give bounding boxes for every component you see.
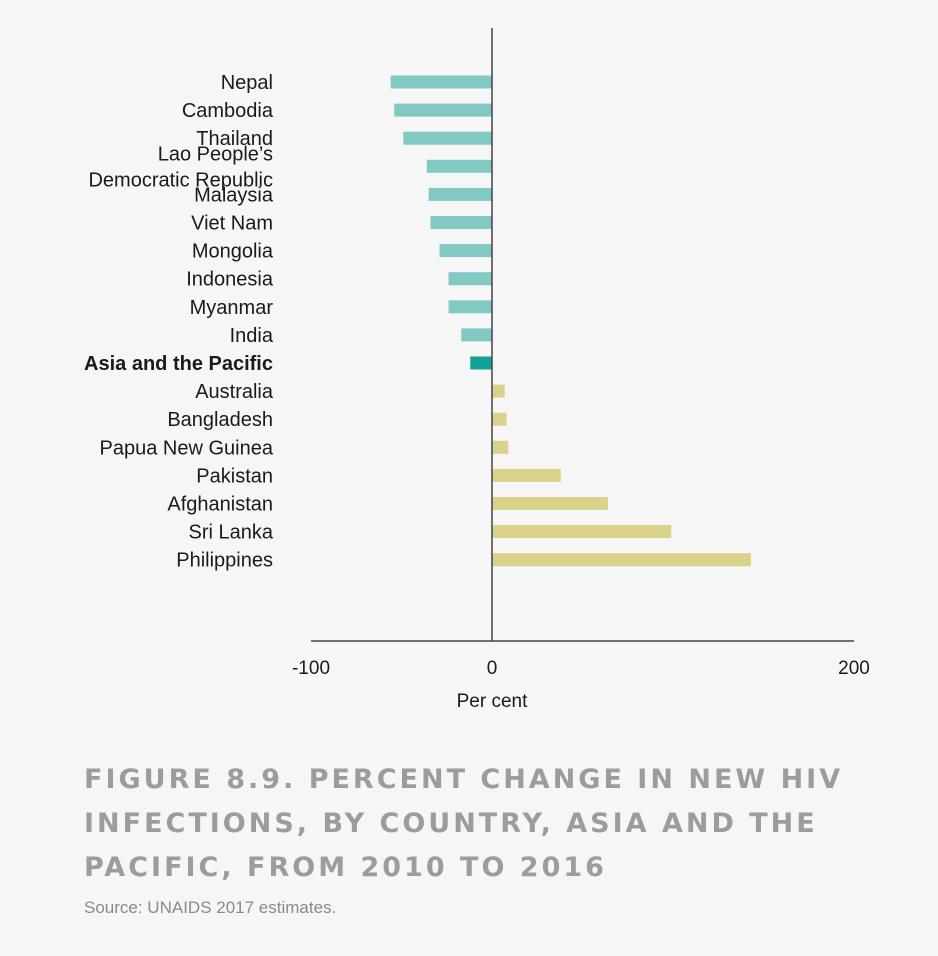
bar-papua-new-guinea [492, 440, 509, 454]
label-line-2: Democratic Republic [88, 169, 273, 191]
bar-pakistan [492, 468, 561, 482]
label-australia: Australia [195, 381, 274, 403]
label-viet-nam: Viet Nam [191, 213, 273, 235]
x-tick-200: 200 [838, 658, 870, 679]
bar-myanmar [448, 300, 492, 314]
bar-bangladesh [492, 412, 507, 426]
label-indonesia: Indonesia [186, 269, 274, 291]
bar-nepal [390, 75, 492, 89]
bar-asia-and-the-pacific [470, 356, 492, 370]
bar-australia [492, 384, 505, 398]
label-bangladesh: Bangladesh [167, 409, 273, 431]
bar-viet-nam [430, 216, 492, 229]
label-line-1: Lao People’s [158, 143, 273, 165]
bar-afghanistan [492, 497, 608, 510]
label-nepal: Nepal [221, 72, 273, 94]
bar-philippines [492, 553, 751, 567]
bars-group [390, 75, 751, 567]
bar-mongolia [439, 244, 492, 258]
bar-lao-people-s-democratic-republic [426, 159, 492, 173]
label-sri-lanka: Sri Lanka [189, 522, 274, 544]
bar-malaysia [428, 187, 492, 201]
label-lao-people-s-democratic-republic: Lao People’s Democratic Republic [88, 143, 273, 191]
label-asia-and-the-pacific: Asia and the Pacific [84, 353, 273, 375]
x-tick-labels: -100 0 200 [292, 658, 870, 679]
x-tick-minus-100: -100 [292, 658, 330, 679]
bar-sri-lanka [492, 525, 672, 539]
label-afghanistan: Afghanistan [167, 494, 273, 516]
label-myanmar: Myanmar [190, 297, 274, 319]
source-note: Source: UNAIDS 2017 estimates. [84, 898, 337, 917]
label-philippines: Philippines [176, 550, 273, 572]
label-cambodia: Cambodia [182, 100, 274, 122]
bar-india [461, 328, 492, 342]
label-india: India [230, 325, 274, 347]
label-pakistan: Pakistan [196, 465, 273, 487]
label-malaysia: Malaysia [194, 184, 274, 206]
x-axis-title: Per cent [457, 691, 528, 712]
bar-cambodia [394, 103, 492, 117]
label-mongolia: Mongolia [192, 241, 274, 263]
x-tick-0: 0 [487, 658, 498, 679]
bar-thailand [403, 131, 492, 145]
label-papua-new-guinea: Papua New Guinea [100, 437, 274, 459]
label-thailand: Thailand [196, 128, 273, 150]
bar-indonesia [448, 272, 492, 286]
